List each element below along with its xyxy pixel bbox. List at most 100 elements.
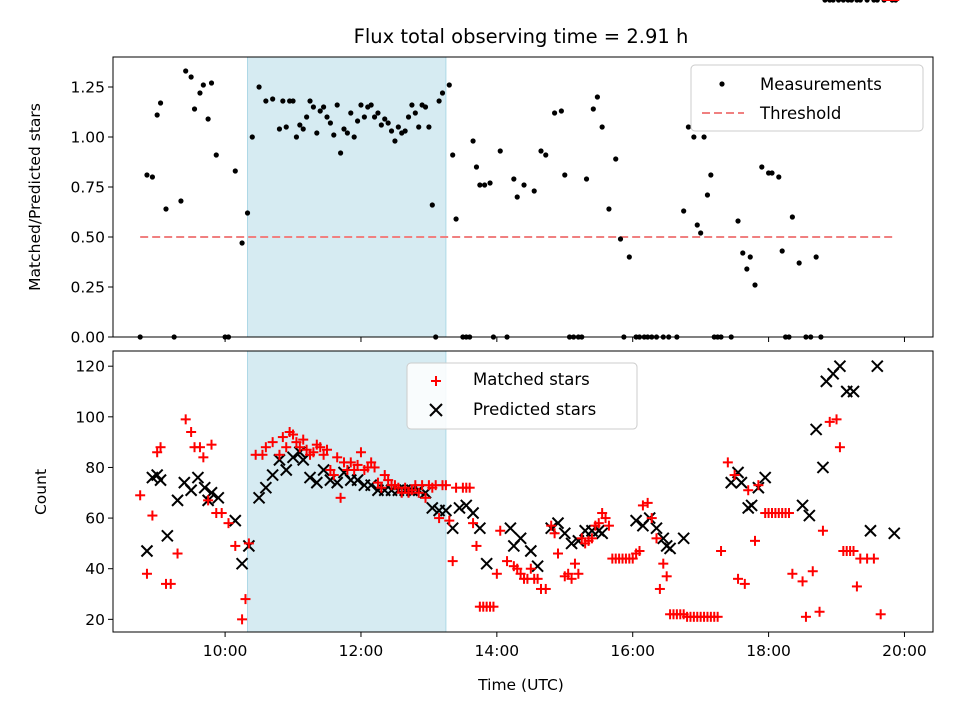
matched-point bbox=[413, 487, 424, 498]
predicted-point bbox=[317, 463, 330, 477]
predicted-point bbox=[565, 537, 578, 550]
matched-point bbox=[532, 573, 543, 584]
predicted-point-stroke bbox=[266, 468, 279, 482]
matched-point bbox=[586, 533, 597, 544]
matched-point bbox=[180, 414, 191, 425]
matched-point bbox=[546, 520, 557, 531]
matched-point bbox=[372, 477, 383, 488]
bottom-ytick-label: 80 bbox=[85, 459, 105, 477]
matched-point bbox=[141, 568, 152, 579]
predicted-point-stroke bbox=[504, 522, 517, 535]
measurement-point bbox=[205, 116, 211, 122]
measurement-point bbox=[796, 260, 802, 266]
matched-point bbox=[868, 553, 879, 564]
matched-point bbox=[658, 558, 669, 569]
predicted-point-stroke bbox=[229, 514, 242, 527]
measurement-point bbox=[482, 182, 488, 188]
measurement-point bbox=[830, 0, 836, 3]
measurement-point bbox=[426, 124, 432, 130]
matched-point bbox=[851, 581, 862, 592]
predicted-point bbox=[473, 522, 487, 535]
predicted-point-stroke bbox=[330, 476, 344, 489]
matched-point bbox=[722, 457, 733, 468]
matched-point bbox=[301, 444, 312, 455]
measurement-point bbox=[314, 130, 320, 136]
predicted-point bbox=[273, 453, 286, 467]
matched-point bbox=[315, 442, 326, 453]
top-panel: 0.00 0.25 0.50 0.75 1.00 1.25 Matched/Predict… bbox=[26, 0, 934, 347]
predicted-point-stroke bbox=[310, 476, 324, 489]
measurement-point bbox=[538, 148, 544, 154]
measurement-point bbox=[691, 134, 697, 140]
measurement-point bbox=[375, 110, 381, 116]
measurement-point bbox=[244, 210, 251, 216]
measurement-point bbox=[439, 90, 446, 96]
matched-point bbox=[464, 482, 475, 493]
measurement-point bbox=[594, 94, 600, 100]
predicted-point bbox=[531, 559, 544, 573]
predicted-point bbox=[833, 359, 847, 373]
predicted-point bbox=[551, 516, 565, 530]
legend-matched-marker bbox=[431, 376, 441, 386]
measurement-point bbox=[276, 126, 283, 132]
matched-point bbox=[716, 545, 727, 556]
matched-point bbox=[203, 495, 214, 506]
predicted-point bbox=[439, 504, 453, 517]
predicted-point bbox=[212, 491, 225, 505]
matched-point bbox=[322, 444, 333, 455]
predicted-point bbox=[809, 423, 823, 436]
predicted-point bbox=[629, 514, 643, 527]
matched-point bbox=[831, 414, 842, 425]
predicted-point-stroke bbox=[286, 451, 300, 464]
matched-point bbox=[488, 601, 499, 612]
legend-threshold-label: Threshold bbox=[759, 104, 841, 123]
predicted-point bbox=[888, 527, 901, 540]
legend-matched-label: Matched stars bbox=[473, 370, 590, 389]
matched-point bbox=[712, 611, 723, 622]
measurement-point bbox=[487, 180, 493, 186]
matched-point bbox=[406, 485, 417, 496]
matched-point bbox=[206, 439, 217, 450]
measurement-point bbox=[368, 102, 374, 108]
predicted-point-stroke bbox=[351, 473, 364, 487]
measurement-point bbox=[681, 208, 687, 214]
matched-point bbox=[634, 545, 645, 556]
predicted-point bbox=[191, 471, 205, 484]
measurement-point bbox=[531, 188, 537, 194]
measurement-point bbox=[385, 120, 391, 126]
predicted-point-stroke bbox=[629, 514, 643, 527]
measurement-point bbox=[256, 84, 262, 90]
figure-title: Flux total observing time = 2.91 h bbox=[354, 25, 689, 48]
measurement-point bbox=[470, 138, 476, 144]
measurement-point bbox=[606, 206, 612, 212]
measurement-point bbox=[551, 110, 558, 116]
predicted-point bbox=[504, 522, 517, 535]
predicted-point bbox=[745, 499, 758, 512]
predicted-point bbox=[310, 476, 324, 489]
bottom-axes-frame bbox=[112, 350, 934, 633]
matched-point bbox=[651, 533, 662, 544]
predicted-point bbox=[293, 446, 307, 459]
predicted-point-stroke bbox=[235, 557, 249, 570]
measurement-point bbox=[188, 74, 194, 80]
matched-point bbox=[502, 556, 513, 567]
measurement-point bbox=[626, 254, 632, 260]
matched-point bbox=[729, 470, 740, 481]
predicted-point bbox=[871, 359, 884, 373]
matched-point bbox=[597, 508, 608, 519]
matched-point bbox=[491, 568, 502, 579]
predicted-point bbox=[595, 527, 609, 540]
measurement-point bbox=[747, 254, 753, 260]
measurement-point bbox=[395, 124, 401, 130]
predicted-point-stroke bbox=[565, 537, 578, 550]
predicted-point bbox=[286, 451, 300, 464]
measurement-point bbox=[200, 82, 206, 88]
predicted-point-stroke bbox=[150, 468, 164, 482]
measurement-point bbox=[698, 230, 704, 236]
measurement-point bbox=[735, 218, 741, 224]
predicted-point-stroke bbox=[514, 532, 527, 545]
matched-point bbox=[281, 442, 292, 453]
predicted-point-stroke bbox=[184, 484, 198, 497]
matched-point bbox=[257, 449, 268, 460]
top-ytick-label: 0.50 bbox=[70, 229, 105, 247]
